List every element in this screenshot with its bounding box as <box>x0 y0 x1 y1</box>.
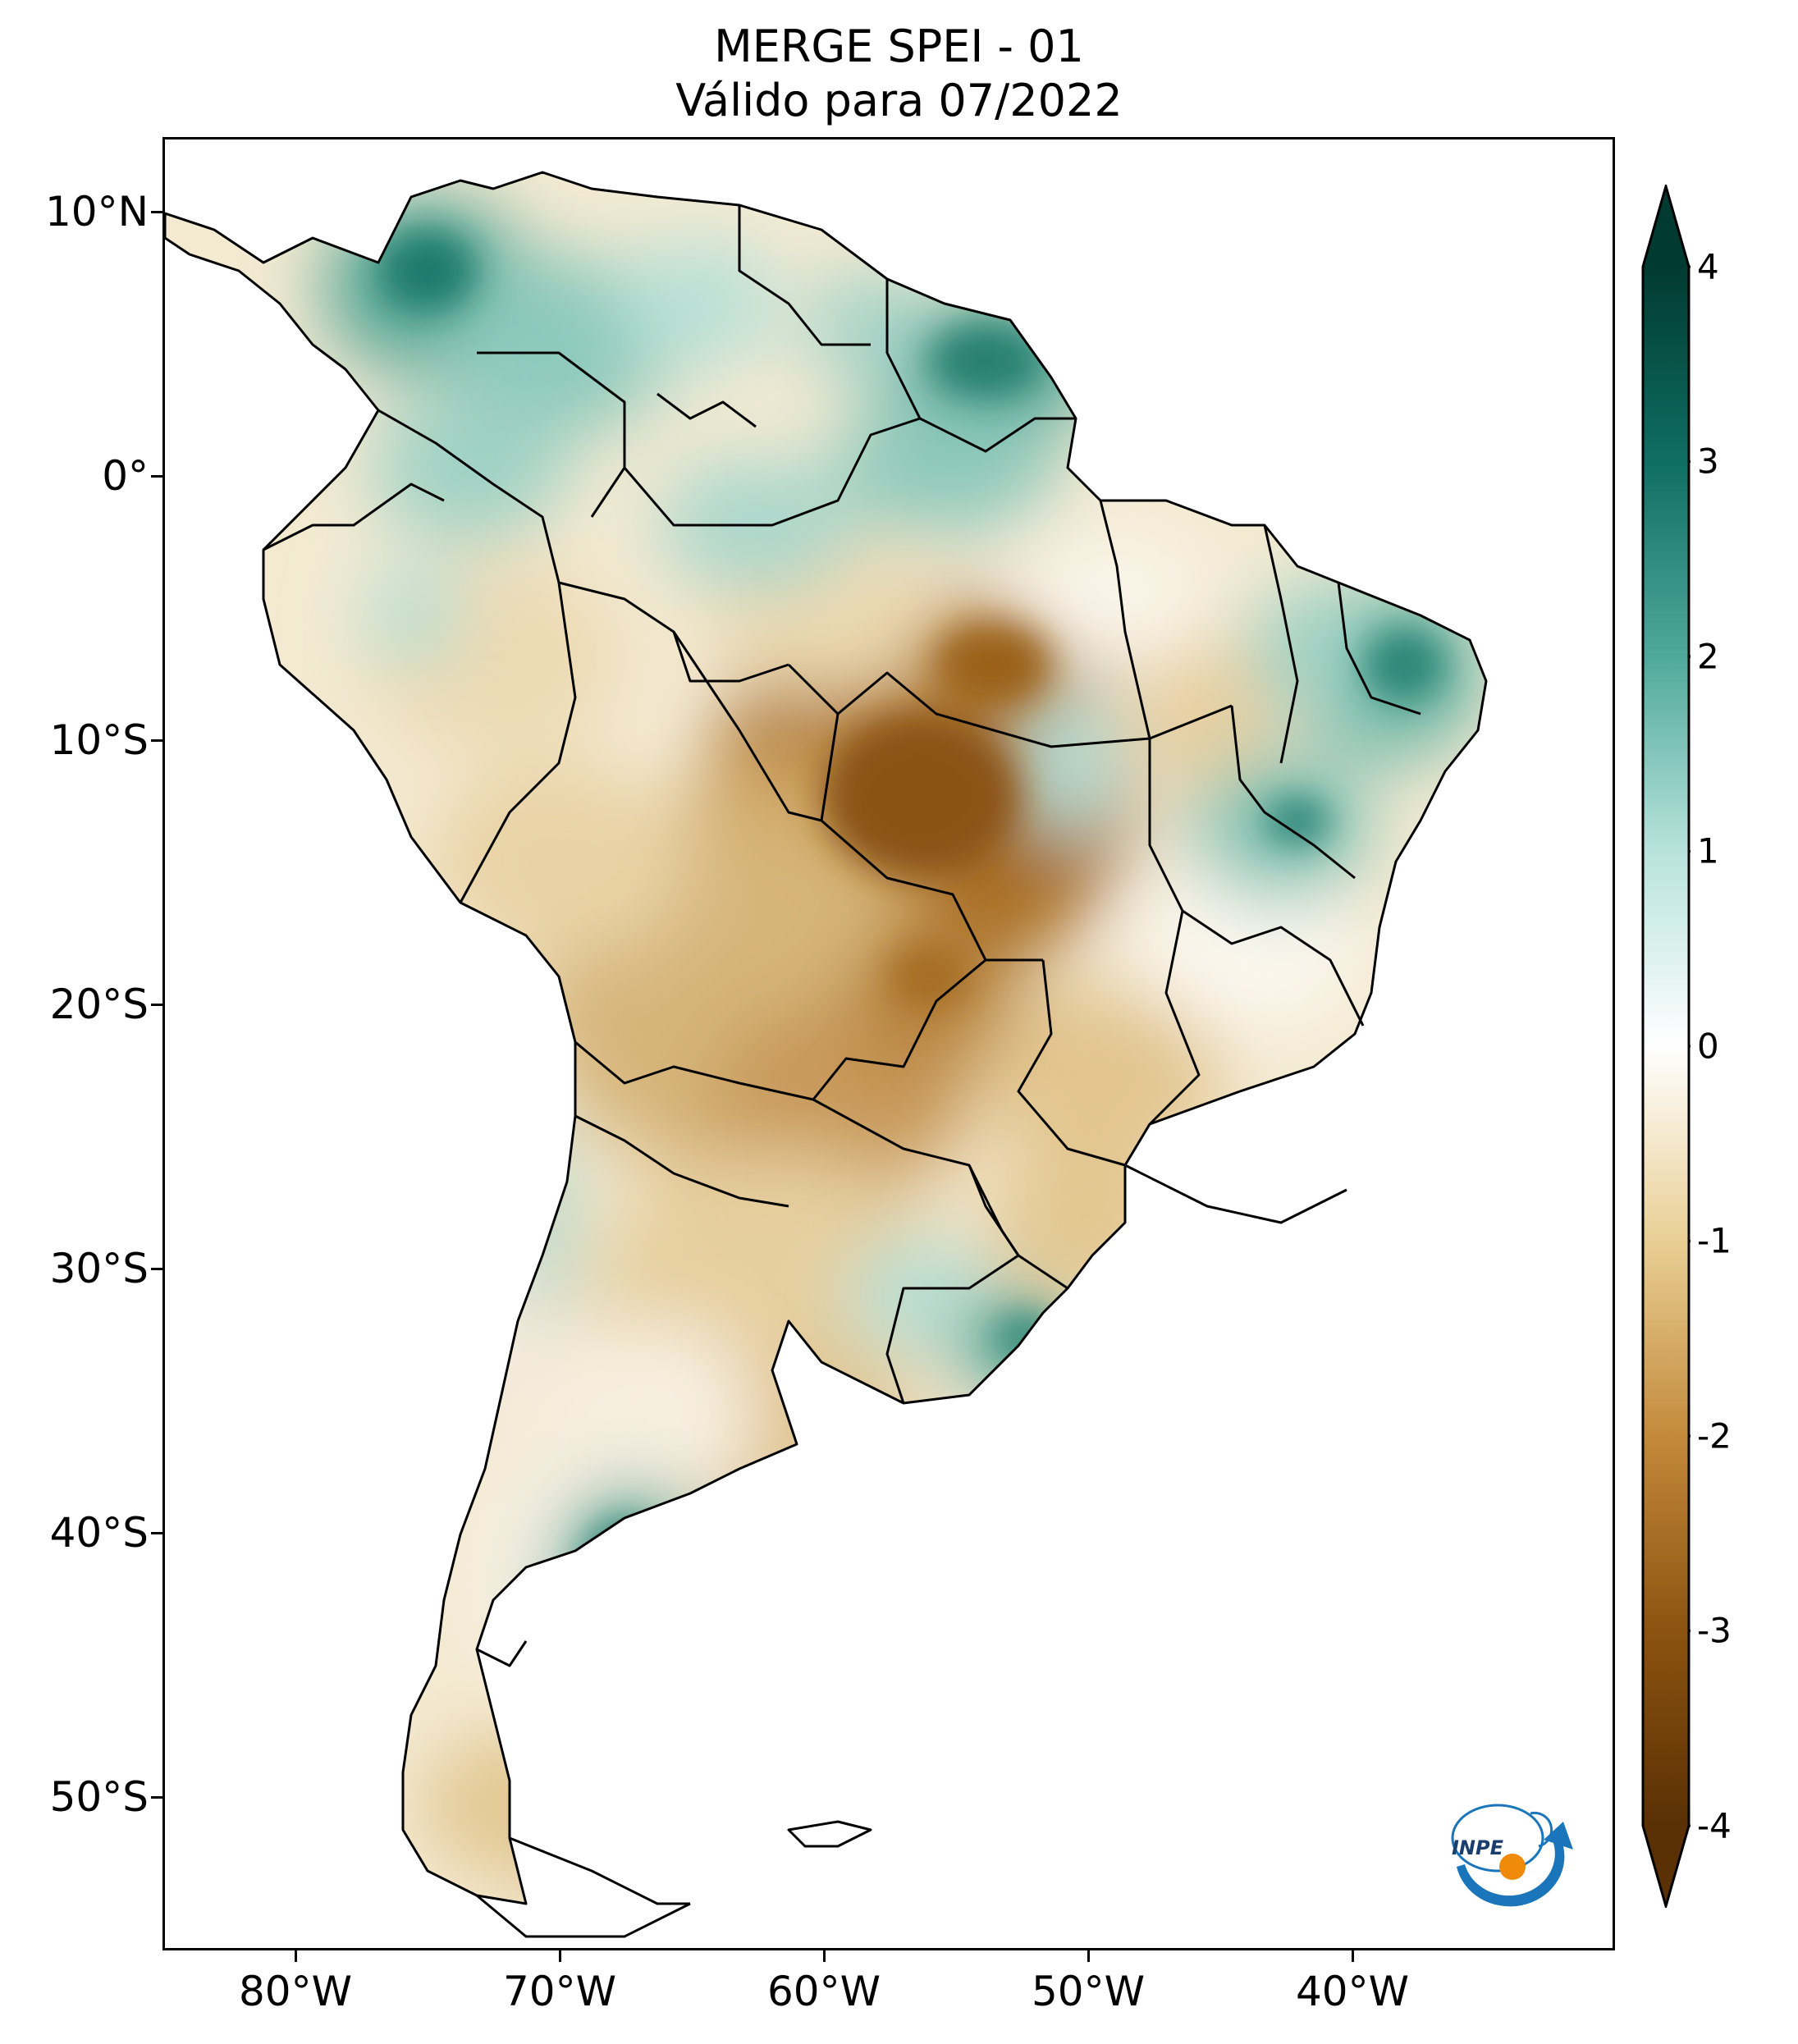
lon-label-80w: 80°W <box>238 1968 353 2015</box>
svg-text:INPE: INPE <box>1452 1836 1504 1859</box>
lon-label-40w: 40°W <box>1295 1968 1410 2015</box>
inpe-logo: INPE <box>1451 1804 1573 1907</box>
colorbar-extend-top <box>1643 186 1689 267</box>
colorbar-tick-label: 2 <box>1697 636 1719 677</box>
lat-tick <box>151 1004 162 1006</box>
lat-label-10n: 10°N <box>44 188 149 235</box>
lon-tick <box>1352 1950 1354 1962</box>
lat-label-40s: 40°S <box>49 1509 149 1557</box>
colorbar-tick-label: 3 <box>1697 441 1719 482</box>
colorbar-body <box>1643 267 1689 1826</box>
lon-label-60w: 60°W <box>766 1968 881 2015</box>
map-frame <box>162 137 1615 1950</box>
lon-tick <box>295 1950 297 1962</box>
lon-tick <box>559 1950 561 1962</box>
lon-tick <box>823 1950 826 1962</box>
map-subtitle: Válido para 07/2022 <box>675 75 1123 126</box>
lat-label-10s: 10°S <box>49 716 149 764</box>
colorbar <box>1641 185 1690 1908</box>
colorbar-tick-label: -2 <box>1697 1415 1732 1456</box>
lat-tick <box>151 739 162 742</box>
map-title: MERGE SPEI - 01 <box>714 21 1084 72</box>
colorbar-tick-label: -1 <box>1697 1220 1732 1261</box>
south-america-map <box>165 171 1488 1938</box>
lat-label-50s: 50°S <box>49 1773 149 1821</box>
lon-tick <box>1087 1950 1090 1962</box>
lat-tick <box>151 1532 162 1534</box>
lat-tick <box>151 1268 162 1270</box>
lat-tick <box>151 1796 162 1799</box>
lon-label-50w: 50°W <box>1031 1968 1146 2015</box>
lat-tick <box>151 211 162 213</box>
lat-label-30s: 30°S <box>49 1245 149 1292</box>
lon-label-70w: 70°W <box>502 1968 617 2015</box>
colorbar-tick-label: 4 <box>1697 246 1719 287</box>
colorbar-tick-label: -3 <box>1697 1610 1732 1651</box>
colorbar-extend-bottom <box>1643 1826 1689 1906</box>
spei-field <box>165 172 1486 1904</box>
colorbar-tick-label: 1 <box>1697 830 1719 871</box>
lat-label-20s: 20°S <box>49 981 149 1028</box>
country-borders <box>165 171 1488 1938</box>
lat-label-0: 0° <box>102 452 149 500</box>
colorbar-tick-label: -4 <box>1697 1805 1732 1846</box>
lat-tick <box>151 475 162 478</box>
colorbar-tick-label: 0 <box>1697 1026 1719 1067</box>
